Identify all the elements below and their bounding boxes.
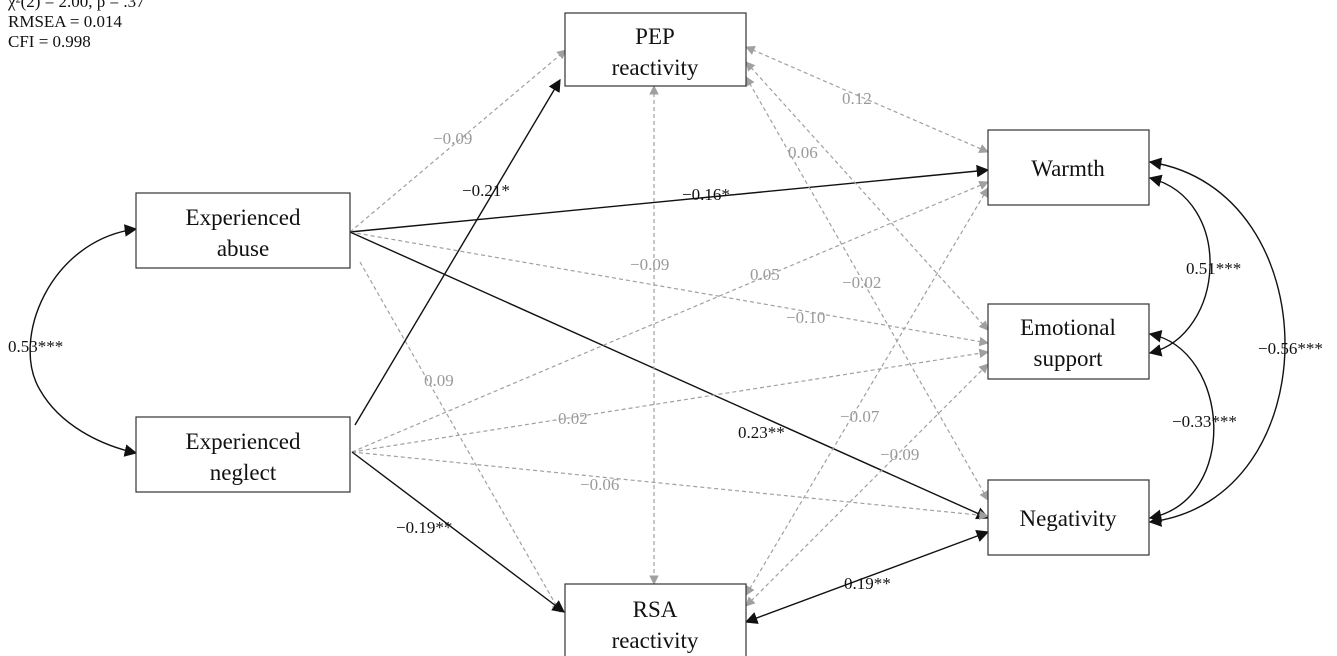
node-pep-reactivity: PEP reactivity: [564, 12, 747, 87]
node-experienced-abuse-line2: abuse: [217, 236, 269, 261]
coef-abuse-warmth: −0.16*: [682, 185, 730, 204]
coef-abuse-neglect: 0.53***: [8, 337, 63, 356]
coef-rsa-support: −0.09: [880, 445, 919, 464]
coef-rsa-negativity: 0.19**: [844, 574, 891, 593]
coef-abuse-pep: −0.09: [433, 129, 472, 148]
node-emotional-support-line1: Emotional: [1020, 315, 1116, 340]
coef-pep-warmth: 0.12: [842, 89, 872, 108]
node-negativity: Negativity: [987, 479, 1150, 556]
fit-statistic-chi-square: χ²(2) = 2.00, p = .37: [8, 0, 145, 11]
coef-abuse-support: −0.10: [786, 308, 825, 327]
node-pep-reactivity-line1: PEP: [635, 24, 675, 49]
coef-neglect-pep: −0.21*: [462, 181, 510, 200]
coef-support-negativity: −0.33***: [1172, 412, 1237, 431]
path-support-negativity: [1148, 330, 1215, 522]
coef-pep-support: 0.06: [788, 143, 818, 162]
coefficient-labels: −0.09 −0.16* −0.10 0.23** 0.09 −0.21* 0.…: [8, 89, 1323, 593]
node-experienced-abuse: Experienced abuse: [135, 192, 351, 269]
coef-rsa-warmth: −0.07: [840, 407, 880, 426]
path-warmth-support: [1148, 174, 1211, 357]
fit-statistic-rmsea: RMSEA = 0.014: [8, 12, 122, 31]
coef-warmth-support: 0.51***: [1186, 259, 1241, 278]
node-rsa-reactivity-line1: RSA: [633, 597, 678, 622]
coef-neglect-negativity: −0.06: [580, 475, 619, 494]
path-rsa-support: [745, 363, 989, 607]
coef-abuse-rsa: 0.09: [424, 371, 454, 390]
path-neglect-pep: [354, 78, 561, 426]
coef-warmth-negativity: −0.56***: [1258, 339, 1323, 358]
node-experienced-neglect-line2: neglect: [210, 460, 277, 485]
coef-neglect-support: 0.02: [558, 409, 588, 428]
coef-neglect-rsa: −0.19**: [396, 518, 452, 537]
path-warmth-negativity: [1148, 157, 1286, 527]
node-experienced-neglect-line1: Experienced: [186, 429, 301, 454]
path-abuse-neglect: [29, 224, 138, 457]
path-abuse-support: [349, 231, 989, 347]
coef-neglect-warmth: 0.05: [750, 265, 780, 284]
node-experienced-abuse-line1: Experienced: [186, 205, 301, 230]
path-abuse-pep: [349, 49, 567, 233]
node-emotional-support: Emotional support: [987, 303, 1150, 380]
path-neglect-rsa: [351, 451, 566, 613]
path-abuse-warmth: [349, 164, 990, 233]
fit-statistic-cfi: CFI = 0.998: [8, 32, 91, 51]
path-abuse-rsa: [359, 261, 561, 613]
node-warmth-label: Warmth: [1031, 156, 1105, 181]
node-warmth: Warmth: [987, 129, 1150, 206]
node-pep-reactivity-line2: reactivity: [612, 55, 699, 80]
coef-abuse-negativity: 0.23**: [738, 423, 785, 442]
paths-layer: [29, 46, 1286, 624]
path-rsa-warmth: [745, 187, 989, 596]
node-emotional-support-line2: support: [1034, 346, 1104, 371]
node-rsa-reactivity: RSA reactivity: [564, 583, 747, 656]
node-rsa-reactivity-line2: reactivity: [612, 628, 699, 653]
coef-pep-negativity: −0.02: [842, 273, 881, 292]
path-rsa-negativity: [744, 530, 990, 624]
node-negativity-label: Negativity: [1019, 506, 1117, 531]
coef-pep-rsa: −0.09: [630, 255, 669, 274]
node-experienced-neglect: Experienced neglect: [135, 416, 351, 493]
path-neglect-support: [351, 348, 989, 453]
